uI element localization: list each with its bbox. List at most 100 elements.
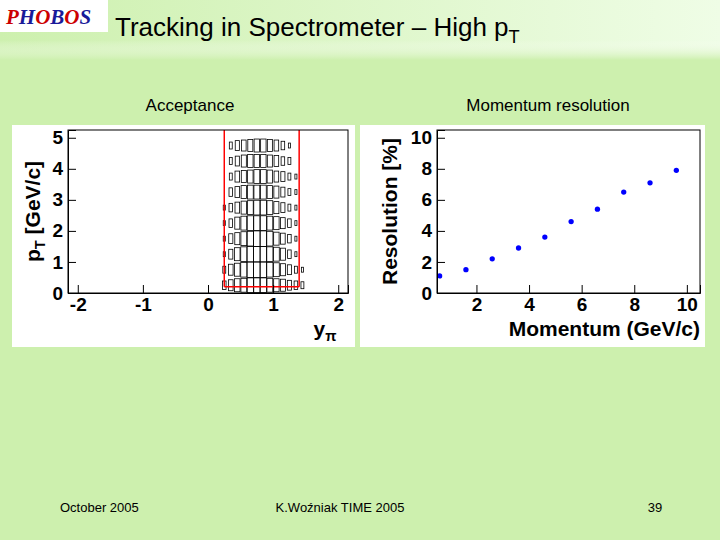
x-tick-mark: [338, 285, 339, 293]
y-tick-mark: [68, 262, 76, 263]
hist-box: [281, 141, 285, 150]
point: [463, 267, 468, 272]
y-tick: 2: [52, 220, 76, 241]
y-axis: 012345: [52, 127, 76, 303]
hist-box: [288, 234, 292, 243]
x-tick: 2: [333, 285, 344, 315]
hist-box: [294, 281, 298, 290]
hist-box: [288, 158, 291, 165]
chart-title: Momentum resolution: [466, 96, 629, 115]
hist-box: [280, 279, 285, 291]
hist-box: [248, 155, 253, 168]
x-tick: 10: [677, 285, 698, 315]
acceptance-line: [224, 286, 299, 288]
hist-box: [247, 185, 253, 199]
slide-title: Tracking in Spectrometer – High pT: [115, 12, 520, 47]
hist-box: [274, 202, 279, 214]
x-tick: 1: [268, 285, 279, 315]
hist-box: [247, 262, 254, 278]
hist-box: [267, 201, 273, 215]
x-tick-label: 10: [677, 294, 698, 315]
point: [490, 256, 495, 261]
x-tick-mark: [78, 285, 79, 293]
hist-box: [273, 263, 279, 277]
hist-box: [228, 280, 233, 291]
logo: PHOBOS: [5, 5, 91, 29]
hist-box: [273, 247, 279, 261]
hist-box: [281, 172, 285, 182]
hist-box: [280, 248, 285, 260]
hist-box: [261, 155, 266, 168]
y-tick-label: 6: [421, 189, 432, 210]
hist-box: [274, 156, 279, 167]
x-tick-mark: [143, 285, 144, 293]
hist-box: [301, 267, 303, 272]
hist-box: [247, 231, 253, 246]
x-axis: -2-1012: [69, 285, 349, 315]
hist-box: [274, 217, 279, 230]
x-axis-line: [69, 285, 349, 294]
x-tick-label: 2: [333, 294, 344, 315]
y-tick-mark: [437, 231, 445, 232]
x-tick-mark: [687, 285, 688, 293]
hist-box: [288, 219, 292, 228]
point: [621, 189, 626, 194]
hist-box: [261, 139, 266, 152]
hist-box: [254, 139, 259, 152]
hist-box: [295, 205, 297, 210]
x-tick: 4: [524, 285, 535, 315]
hist-box: [260, 216, 266, 231]
hist-box: [235, 141, 239, 151]
hist-box: [267, 278, 273, 292]
hist-box: [287, 265, 291, 275]
y-tick-label: 0: [52, 283, 63, 304]
hist-box: [281, 187, 285, 197]
slide: PHOBOS Tracking in Spectrometer – High pT…: [0, 0, 720, 540]
chart-panel: [360, 125, 705, 347]
hist-box: [241, 186, 246, 199]
hist-box: [281, 233, 286, 244]
hist-box: [241, 171, 246, 183]
hist-box: [288, 204, 291, 211]
hist-box: [247, 246, 254, 262]
y-tick: 0: [421, 283, 445, 304]
hist-box: [280, 264, 285, 276]
y-tick: 2: [421, 252, 445, 273]
hist-box: [235, 171, 240, 182]
hist-box: [235, 202, 240, 213]
y-tick-label: 8: [421, 158, 432, 179]
hist-box: [228, 264, 233, 275]
hist-box: [229, 158, 232, 165]
hist-box: [295, 236, 297, 241]
hist-box: [229, 203, 233, 212]
hist-box: [260, 170, 266, 184]
background: [0, 0, 720, 540]
title-band: [0, 0, 720, 60]
y-tick-label: 10: [411, 127, 432, 148]
hist-box: [235, 217, 240, 229]
chart: Momentum resolution2468100246810Momentum…: [360, 96, 705, 347]
logo-box: [0, 0, 108, 32]
plot-frame: [437, 130, 700, 293]
acceptance-line: [224, 130, 226, 287]
y-tick-mark: [68, 200, 76, 201]
hist-box: [295, 190, 297, 195]
hist-box: [301, 282, 304, 289]
hist-box: [248, 140, 253, 152]
plot-area: [222, 130, 303, 293]
hist-box: [260, 278, 266, 293]
x-tick-mark: [529, 285, 530, 293]
hist-box: [267, 186, 272, 199]
y-tick-mark: [437, 293, 445, 294]
hist-box: [260, 231, 267, 247]
hist-box: [288, 250, 292, 259]
hist-box: [254, 278, 260, 293]
y-tick-mark: [68, 138, 76, 139]
x-tick-mark: [273, 285, 274, 293]
y-tick: 3: [52, 189, 76, 210]
hist-box: [241, 262, 247, 277]
hist-box: [229, 173, 232, 180]
hist-box: [260, 200, 266, 215]
hist-box: [274, 279, 279, 292]
x-tick-label: -2: [70, 294, 87, 315]
